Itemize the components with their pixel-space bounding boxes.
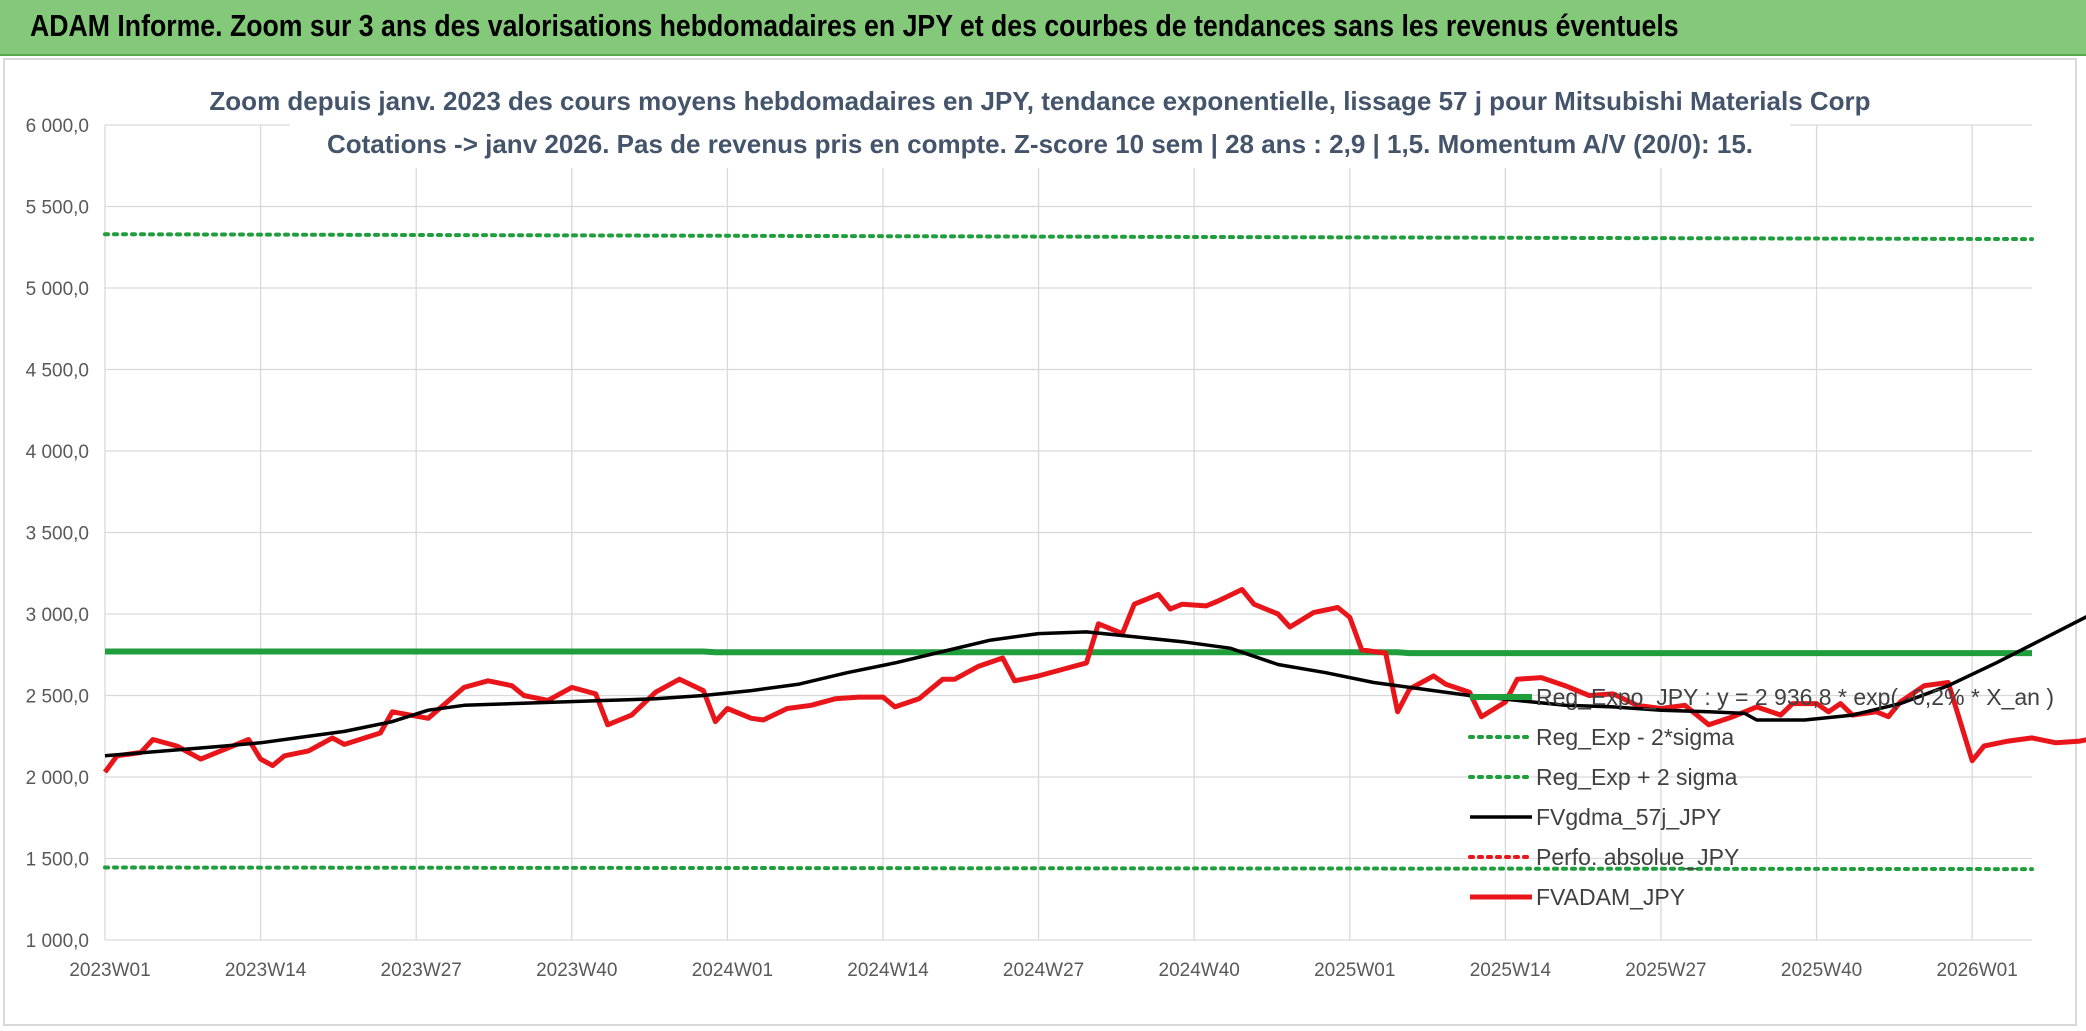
legend-item-label: Reg_Exp + 2 sigma [1536,764,1738,790]
x-tick-label: 2023W27 [381,960,462,981]
legend-item-label: Reg_Expo_JPY : y = 2 936,8 * exp( -0,2% … [1536,684,2054,710]
series-line-1 [103,865,2034,872]
x-axis-ticks: 2023W01 2023W14 2023W27 2023W40 2024W01 2024W… [69,960,2017,981]
series-line-5 [102,587,2086,774]
y-tick-label: 5 000,0 [26,279,89,300]
chart-frame [3,58,2077,1026]
y-tick-label: 4 500,0 [26,361,89,382]
chart-subtitle: Cotations -> janv 2026. Pas de revenus p… [327,129,1753,159]
x-tick-label: 2024W01 [692,960,773,981]
y-tick-label: 1 500,0 [26,850,89,871]
series-layer [102,232,2086,872]
x-tick-label: 2023W40 [536,960,617,981]
series-line-3 [104,615,2086,758]
chart-legend: Reg_Expo_JPY : y = 2 936,8 * exp( -0,2% … [1468,684,2054,910]
report-title: ADAM Informe. Zoom sur 3 ans des valoris… [30,8,1679,43]
x-tick-label: 2025W40 [1781,960,1862,981]
x-tick-label: 2026W01 [1936,960,2017,981]
x-tick-label: 2023W01 [69,960,150,981]
legend-item-label: FVgdma_57j_JPY [1536,804,1721,830]
y-tick-label: 3 000,0 [26,605,89,626]
y-tick-label: 2 000,0 [26,768,89,789]
y-tick-label: 1 000,0 [26,931,89,952]
chart-title-block: Zoom depuis janv. 2023 des cours moyens … [209,80,1871,168]
x-tick-label: 2024W40 [1159,960,1240,981]
x-tick-label: 2023W14 [225,960,307,981]
x-tick-label: 2025W01 [1314,960,1395,981]
x-tick-label: 2024W27 [1003,960,1084,981]
report-banner: ADAM Informe. Zoom sur 3 ans des valoris… [0,0,2086,56]
chart-title: Zoom depuis janv. 2023 des cours moyens … [209,86,1870,116]
y-tick-label: 3 500,0 [26,524,89,545]
legend-item-label: Perfo. absolue_JPY [1536,844,1739,870]
series-line-0 [105,648,2032,657]
y-axis-ticks: 1 000,0 1 500,0 2 000,0 2 500,0 3 000,0 3 500… [26,116,89,952]
title-background [290,80,1790,168]
x-tick-label: 2025W14 [1470,960,1552,981]
y-tick-label: 6 000,0 [26,116,89,137]
x-tick-label: 2024W14 [847,960,929,981]
series-line-2 [103,232,2034,242]
legend-item-label: Reg_Exp - 2*sigma [1536,724,1734,750]
legend-item-label: FVADAM_JPY [1536,884,1685,910]
y-tick-label: 5 500,0 [26,198,89,219]
y-tick-label: 2 500,0 [26,687,89,708]
grid-lines [104,124,2032,941]
x-tick-label: 2025W27 [1625,960,1706,981]
y-tick-label: 4 000,0 [26,442,89,463]
